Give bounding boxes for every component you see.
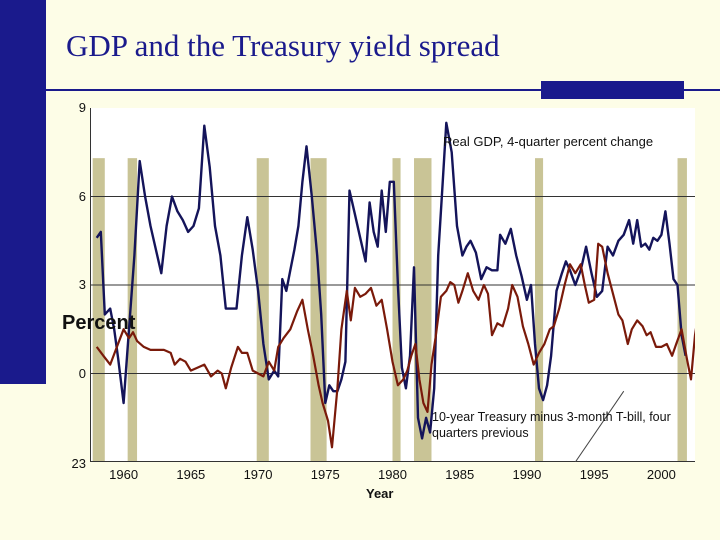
recession-band-7	[677, 158, 687, 462]
y-tick-label: 9	[78, 100, 86, 115]
recession-band-1	[127, 158, 138, 462]
x-tick-label: 1970	[243, 467, 273, 482]
slide-title: GDP and the Treasury yield spread	[66, 28, 500, 63]
spread-annotation-leader	[574, 390, 625, 462]
x-tick-label: 1960	[109, 467, 139, 482]
x-tick-label: 1975	[310, 467, 340, 482]
y-tick-label: 6	[78, 188, 86, 204]
corner-accent-box	[541, 81, 684, 99]
x-axis-label: Year	[366, 486, 394, 501]
spread-series-annotation: 10-year Treasury minus 3-month T-bill, f…	[432, 410, 671, 440]
x-tick-label: 1995	[579, 467, 609, 482]
x-tick-label: 1980	[378, 467, 407, 482]
x-tick-label: 1990	[512, 467, 542, 482]
y-tick-label: 23	[71, 456, 86, 471]
x-tick-label: 1985	[445, 467, 475, 482]
y-axis-label: Percent	[62, 312, 136, 334]
gdp-series-annotation: Real GDP, 4-quarter percent change	[443, 134, 654, 149]
recession-band-4	[392, 158, 401, 462]
recession-band-2	[256, 158, 269, 462]
x-tick-label: 2000	[646, 467, 676, 482]
y-tick-label: 3	[78, 277, 86, 292]
chart-plot-area	[90, 108, 695, 462]
y-tick-label: 0	[78, 365, 86, 381]
x-tick-label: 1965	[176, 467, 206, 482]
spread-series-line	[95, 242, 695, 449]
gdp-spread-line-chart	[90, 108, 695, 462]
recession-band-6	[535, 158, 544, 462]
recession-band-5	[414, 158, 432, 462]
left-accent-bar	[0, 0, 46, 384]
gdp-series-line	[95, 121, 687, 440]
title-underline	[30, 89, 720, 91]
recession-band-0	[92, 158, 105, 462]
